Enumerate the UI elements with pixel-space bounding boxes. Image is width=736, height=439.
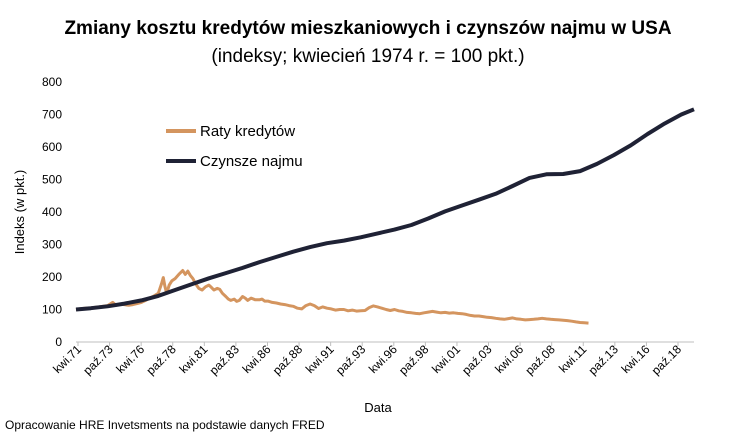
x-tick-label: kwi.01 — [429, 342, 463, 376]
y-tick-label: 600 — [42, 140, 62, 154]
y-axis-title: Indeks (w pkt.) — [12, 170, 27, 255]
legend: Raty kredytów Czynsze najmu — [166, 123, 303, 170]
x-tick-label: paź.78 — [143, 342, 179, 378]
x-tick-label: paź.13 — [586, 342, 622, 378]
x-tick-label: kwi.11 — [556, 342, 590, 376]
x-tick-label: paź.03 — [459, 342, 495, 378]
legend-label-czynsze: Czynsze najmu — [200, 153, 303, 170]
y-tick-label: 100 — [42, 303, 62, 317]
series-line-czynsze — [75, 107, 695, 312]
x-tick-label: paź.08 — [522, 342, 558, 378]
x-tick-label: paź.73 — [80, 342, 116, 378]
y-tick-label: 700 — [42, 108, 62, 122]
x-tick-label: paź.93 — [333, 342, 369, 378]
legend-label-raty: Raty kredytów — [200, 123, 295, 140]
x-tick-label: kwi.96 — [366, 342, 400, 376]
x-axis-title: Data — [364, 400, 392, 415]
y-tick-label: 800 — [42, 75, 62, 89]
y-tick-label: 500 — [42, 173, 62, 187]
chart-title: Zmiany kosztu kredytów mieszkaniowych i … — [64, 18, 672, 39]
x-tick-label: kwi.86 — [240, 342, 274, 376]
x-tick-label: kwi.16 — [619, 342, 653, 376]
x-tick-label: paź.98 — [396, 342, 432, 378]
series-line-raty — [75, 269, 589, 325]
x-tick-label: kwi.76 — [113, 342, 147, 376]
x-tick-label: paź.18 — [649, 342, 685, 378]
x-tick-label: paź.83 — [207, 342, 243, 378]
x-tick-label: kwi.81 — [176, 342, 210, 376]
y-tick-label: 400 — [42, 205, 62, 219]
x-tick-label: paź.88 — [270, 342, 306, 378]
chart-subtitle: (indeksy; kwiecień 1974 r. = 100 pkt.) — [211, 46, 525, 67]
y-tick-label: 200 — [42, 270, 62, 284]
y-tick-label: 0 — [55, 335, 62, 349]
x-tick-label: kwi.91 — [303, 342, 337, 376]
source-note: Opracowanie HRE Invetsments na podstawie… — [5, 418, 325, 432]
x-tick-label: kwi.06 — [492, 342, 526, 376]
y-tick-label: 300 — [42, 238, 62, 252]
